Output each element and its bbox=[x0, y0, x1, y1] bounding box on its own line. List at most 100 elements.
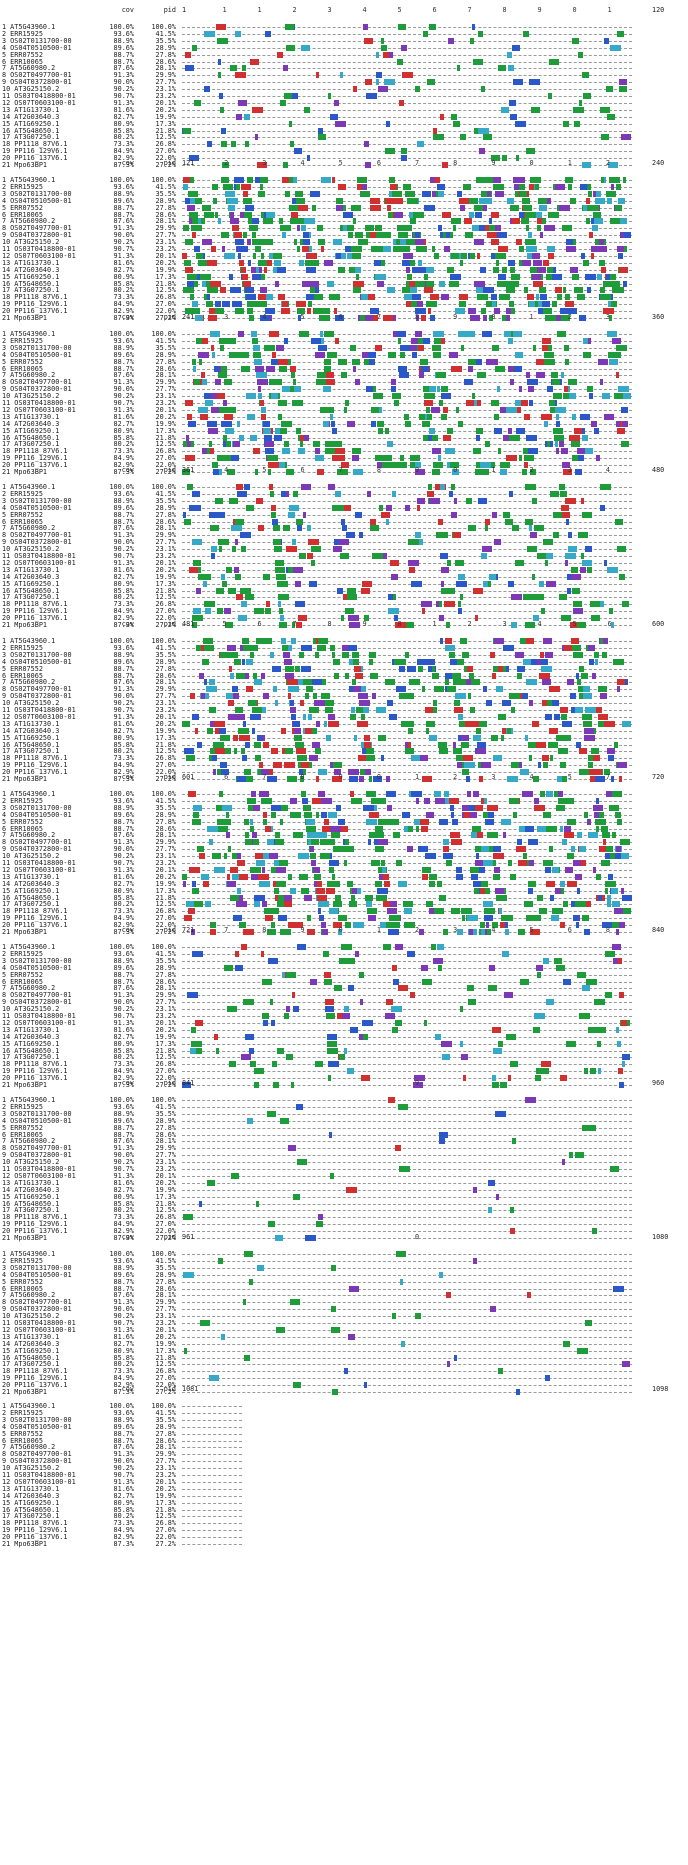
residue-highlight bbox=[617, 30, 624, 37]
residue-highlight bbox=[530, 177, 541, 183]
residue-highlight bbox=[243, 190, 248, 197]
residue-highlight bbox=[235, 30, 241, 37]
residue-highlight bbox=[519, 183, 525, 190]
sequence-track bbox=[182, 140, 632, 148]
residue-highlight bbox=[292, 197, 296, 204]
gap-line bbox=[182, 1127, 632, 1129]
ruler-tick-label: 8 bbox=[300, 773, 305, 781]
sequence-coverage: 100.0% bbox=[109, 176, 134, 184]
residue-highlight bbox=[574, 287, 583, 294]
residue-highlight bbox=[417, 141, 424, 148]
sequence-row: 11 OS03T0418800-01 90.7% 23.2% bbox=[0, 91, 688, 101]
ruler-tick-label: 5 bbox=[222, 620, 227, 628]
sequence-row: 11 OS03T0418800-01 90.7% 23.2% bbox=[0, 244, 688, 254]
gap-line bbox=[182, 1113, 632, 1115]
residue-highlight bbox=[185, 65, 194, 72]
sequence-track bbox=[182, 133, 632, 141]
sequence-name: 20 PP116_137V6.1 bbox=[2, 307, 68, 316]
residue-highlight bbox=[431, 177, 440, 183]
gap-line bbox=[182, 1516, 242, 1518]
residue-highlight bbox=[539, 287, 546, 294]
residue-highlight bbox=[479, 197, 482, 204]
residue-highlight bbox=[343, 204, 346, 211]
residue-highlight bbox=[432, 190, 436, 197]
residue-highlight bbox=[336, 197, 340, 204]
sequence-coverage: 91.3% bbox=[113, 98, 134, 107]
residue-highlight bbox=[469, 211, 474, 218]
sequence-name: 7 AT5G60980.2 bbox=[2, 64, 56, 73]
sequence-name: 14 AT2G03640.3 bbox=[2, 112, 60, 121]
residue-highlight bbox=[376, 232, 383, 239]
residue-highlight bbox=[450, 273, 461, 280]
residue-highlight bbox=[345, 246, 354, 252]
sequence-track bbox=[182, 183, 632, 191]
sequence-track bbox=[182, 259, 632, 267]
sequence-identity: 27.2% bbox=[155, 314, 176, 322]
alignment-block: cov pid 1081 1098 1 AT5G43960.1 100.0% 100.0% 2… bbox=[0, 1384, 688, 1548]
residue-highlight bbox=[383, 315, 393, 321]
gap-line bbox=[182, 1447, 242, 1449]
residue-highlight bbox=[568, 183, 572, 190]
ruler-tick-label: 0 bbox=[415, 1233, 420, 1241]
residue-highlight bbox=[610, 218, 620, 225]
residue-highlight bbox=[407, 197, 418, 204]
sequence-track bbox=[182, 190, 632, 198]
residue-highlight bbox=[303, 239, 310, 246]
sequence-row: 15 AT1G69250.1 80.9% 17.3% bbox=[0, 272, 688, 282]
residue-highlight bbox=[618, 197, 625, 204]
sequence-name: 6 ERR10065 bbox=[2, 210, 43, 219]
residue-highlight bbox=[183, 183, 188, 190]
gap-line bbox=[182, 1509, 242, 1511]
residue-highlight bbox=[489, 218, 492, 225]
sequence-track bbox=[182, 314, 632, 322]
sequence-track bbox=[182, 99, 632, 107]
residue-highlight bbox=[351, 246, 362, 252]
gap-line bbox=[182, 123, 632, 125]
residue-highlight bbox=[429, 24, 436, 30]
residue-highlight bbox=[190, 294, 194, 301]
residue-highlight bbox=[448, 266, 454, 273]
residue-highlight bbox=[432, 246, 435, 252]
residue-highlight bbox=[333, 239, 342, 246]
residue-highlight bbox=[231, 218, 237, 225]
residue-highlight bbox=[545, 315, 556, 321]
residue-highlight bbox=[349, 266, 359, 273]
gap-line bbox=[182, 1309, 632, 1311]
sequence-identity: 27.2% bbox=[155, 1540, 176, 1548]
residue-highlight bbox=[560, 308, 571, 315]
sequence-row: 14 AT2G03640.3 82.7% 19.9% bbox=[0, 265, 688, 275]
residue-highlight bbox=[537, 301, 541, 308]
residue-highlight bbox=[554, 301, 557, 308]
residue-highlight bbox=[257, 162, 267, 168]
gap-line bbox=[182, 576, 632, 578]
residue-highlight bbox=[586, 218, 590, 225]
residue-highlight bbox=[377, 280, 384, 287]
residue-highlight bbox=[335, 120, 346, 127]
sequence-coverage: 88.7% bbox=[113, 57, 134, 66]
ruler-tick-label: 9 bbox=[415, 466, 420, 474]
ruler-tick-label: 5 bbox=[397, 6, 402, 14]
residue-highlight bbox=[607, 197, 612, 204]
sequence-coverage: 91.3% bbox=[113, 224, 134, 233]
residue-highlight bbox=[527, 294, 534, 301]
residue-highlight bbox=[306, 266, 316, 273]
residue-highlight bbox=[366, 93, 377, 99]
gap-line bbox=[182, 1155, 632, 1157]
ruler-tick-label: 8 bbox=[453, 159, 458, 167]
sequence-identity: 19.9% bbox=[155, 112, 176, 121]
sequence-coverage: 85.8% bbox=[113, 279, 134, 288]
residue-highlight bbox=[530, 266, 537, 273]
gap-line bbox=[182, 1267, 632, 1269]
residue-highlight bbox=[371, 246, 382, 252]
sequence-row: 17 AT3G07250.1 80.2% 12.5% bbox=[0, 285, 688, 295]
residue-highlight bbox=[543, 259, 549, 266]
sequence-row: 8 OS02T0497700-01 91.3% 29.9% bbox=[0, 70, 688, 80]
sequence-coverage: 93.6% bbox=[113, 182, 134, 191]
residue-highlight bbox=[457, 252, 467, 259]
gap-line bbox=[182, 311, 632, 313]
gap-line bbox=[182, 521, 632, 523]
ruler-tick-label: 2 bbox=[415, 926, 420, 934]
residue-highlight bbox=[542, 218, 546, 225]
residue-highlight bbox=[316, 72, 319, 79]
residue-highlight bbox=[464, 218, 472, 225]
